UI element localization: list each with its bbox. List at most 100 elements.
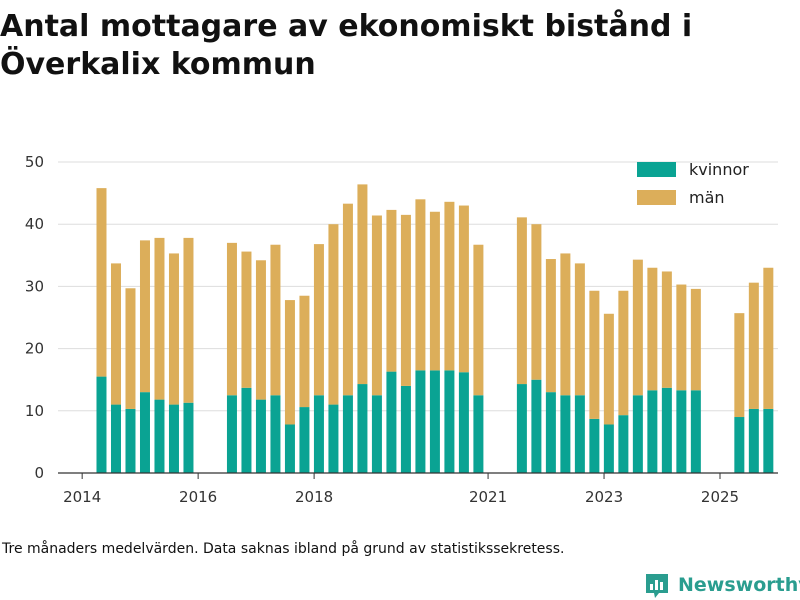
bar-man [545,259,556,393]
bar-kvinnor [357,384,368,473]
bar-kvinnor [458,372,469,473]
bar-kvinnor [110,404,121,473]
bar-kvinnor [299,407,310,473]
bar-kvinnor [313,395,324,473]
bar-man [400,214,411,386]
bar-man [560,253,571,396]
bar-kvinnor [284,424,295,473]
x-tick-label: 2021 [469,488,507,506]
bar-man [473,244,484,396]
bar-man [386,209,397,372]
bar-man [444,201,455,371]
y-tick-label: 40 [25,215,44,233]
bar-kvinnor [168,404,179,473]
bar-kvinnor [632,395,643,473]
brand-logo: Newsworthy [644,570,800,600]
brand-name: Newsworthy [678,574,800,596]
bar-kvinnor [429,370,440,473]
bar-man [270,244,281,396]
bar-man [690,288,701,391]
y-axis: 0 10 20 30 40 50 [25,153,44,482]
bar-man [110,263,121,405]
bar-man [603,313,614,425]
bar-man [255,260,266,400]
bar-man [618,290,629,416]
bar-man [647,267,658,391]
bar-kvinnor [270,395,281,473]
bar-kvinnor [183,402,194,473]
chart-area: 0 10 20 30 40 50 2014 2016 2018 2021 2023 2025 kvi… [25,153,778,506]
bar-man [748,282,759,409]
legend-label: män [689,188,725,207]
bar-man [328,224,339,405]
bar-man [168,253,179,405]
bar-man [226,242,237,396]
bar-kvinnor [444,370,455,473]
bar-man [531,224,542,380]
x-axis: 2014 2016 2018 2021 2023 2025 [63,473,739,506]
y-tick-label: 10 [25,402,44,420]
bar-kvinnor [647,390,658,473]
bar-kvinnor [241,387,252,473]
chart-title: Antal mottagare av ekonomiskt bistånd i … [0,9,693,82]
bar-kvinnor [96,376,107,473]
legend-label: kvinnor [689,160,749,179]
bar-kvinnor [618,415,629,473]
bar-kvinnor [690,390,701,473]
bar-man [763,267,774,409]
bar-man [589,290,600,419]
bar-man [139,240,150,393]
bar-kvinnor [371,395,382,473]
bar-kvinnor [415,370,426,473]
bar-man [183,237,194,403]
bar-kvinnor [748,408,759,473]
bar-man [415,199,426,371]
x-tick-label: 2014 [63,488,101,506]
bar-man [284,300,295,425]
bar-man [734,313,745,418]
bar-man [241,251,252,388]
bar-kvinnor [676,390,687,473]
x-tick-label: 2018 [295,488,333,506]
bar-kvinnor [255,399,266,473]
bar-kvinnor [154,399,165,473]
x-tick-label: 2025 [701,488,739,506]
legend: kvinnor män [637,160,749,207]
bar-man [429,211,440,371]
bar-man [574,263,585,396]
bar-kvinnor [400,385,411,473]
y-tick-label: 0 [34,464,44,482]
bar-man [125,288,136,409]
bar-kvinnor [473,395,484,473]
bar-man [357,184,368,385]
y-tick-label: 50 [25,153,44,171]
bar-man [342,203,353,396]
bar-kvinnor [386,371,397,473]
bar-man [661,271,672,388]
bar-man [676,284,687,391]
bar-kvinnor [734,417,745,473]
bar-kvinnor [603,424,614,473]
bar-kvinnor [763,408,774,473]
bar-man [96,188,107,377]
y-tick-label: 20 [25,340,44,358]
bar-kvinnor [342,395,353,473]
newsworthy-logo-icon [646,574,668,598]
bar-kvinnor [589,418,600,473]
bar-kvinnor [531,379,542,473]
y-tick-label: 30 [25,277,44,295]
bar-kvinnor [661,387,672,473]
chart-caption: Tre månaders medelvärden. Data saknas ib… [2,541,565,557]
bar-kvinnor [139,392,150,473]
bars [96,184,774,473]
bar-man [371,215,382,396]
bar-man [516,217,527,385]
legend-swatch [637,162,676,177]
x-tick-label: 2016 [179,488,217,506]
bar-man [154,237,165,400]
bar-kvinnor [545,392,556,473]
bar-man [458,205,469,373]
bar-man [632,259,643,396]
bar-kvinnor [516,384,527,473]
bar-man [299,295,310,408]
